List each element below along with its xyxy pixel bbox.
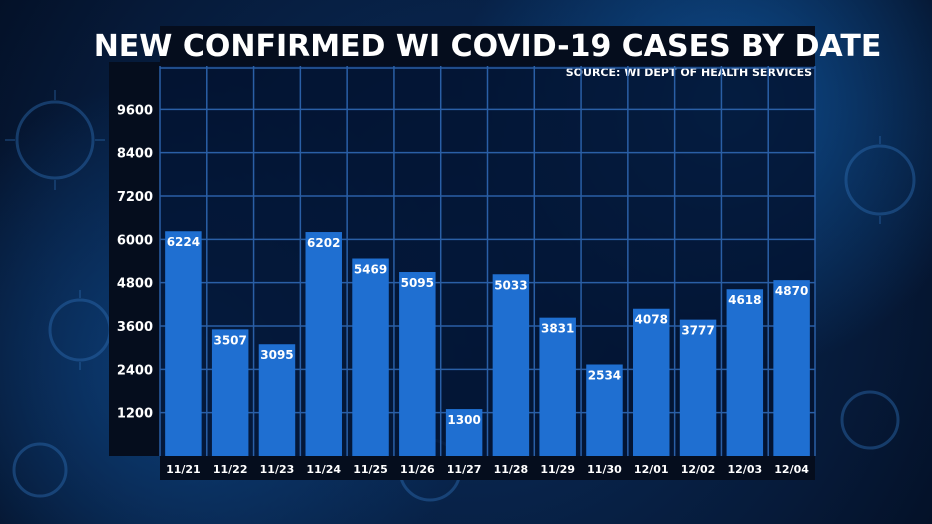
y-tick-label: 1200 <box>117 407 153 422</box>
x-tick-label: 11/21 <box>166 463 201 476</box>
bar <box>258 344 296 456</box>
bar <box>773 280 810 456</box>
x-tick-label: 11/28 <box>494 463 529 476</box>
y-tick-label: 8400 <box>117 147 153 162</box>
chart-title: NEW CONFIRMED WI COVID-19 CASES BY DATE <box>93 28 882 64</box>
x-tick-label: 11/27 <box>447 463 482 476</box>
x-tick-label: 12/04 <box>774 463 809 476</box>
bar-value-label: 3095 <box>260 348 293 362</box>
x-tick-label: 11/25 <box>353 463 388 476</box>
y-tick-label: 4800 <box>117 277 153 292</box>
bar <box>492 274 530 456</box>
x-tick-label: 11/23 <box>260 463 295 476</box>
bar-value-label: 6202 <box>307 236 340 250</box>
bar-value-label: 1300 <box>447 413 480 427</box>
bar-value-label: 5033 <box>494 278 527 292</box>
x-tick-label: 11/24 <box>306 463 341 476</box>
x-axis-panel <box>160 456 815 480</box>
y-tick-label: 9600 <box>117 103 153 118</box>
bar <box>445 409 483 456</box>
y-tick-label: 7200 <box>117 190 153 205</box>
bar-value-label: 6224 <box>167 235 200 249</box>
bar <box>586 364 623 456</box>
bar-value-label: 3507 <box>213 333 246 347</box>
y-tick-label: 3600 <box>117 320 153 335</box>
y-tick-label: 6000 <box>117 233 153 248</box>
bar <box>211 329 249 456</box>
x-tick-label: 11/22 <box>213 463 248 476</box>
bar <box>679 319 717 456</box>
bar <box>305 232 342 456</box>
x-tick-label: 12/01 <box>634 463 669 476</box>
title-box: NEW CONFIRMED WI COVID-19 CASES BY DATE <box>94 26 881 66</box>
x-tick-label: 11/26 <box>400 463 435 476</box>
bar-value-label: 5095 <box>401 276 434 290</box>
y-axis-panel <box>109 62 160 456</box>
bar-value-label: 4870 <box>775 284 808 298</box>
bar-value-label: 4618 <box>728 293 761 307</box>
x-tick-label: 12/03 <box>728 463 763 476</box>
bar-value-label: 3777 <box>681 324 714 338</box>
bar <box>165 231 202 456</box>
bar-value-label: 2534 <box>588 368 621 382</box>
x-tick-label: 12/02 <box>681 463 716 476</box>
bar <box>352 258 389 456</box>
bar-value-label: 3831 <box>541 322 574 336</box>
bar <box>726 289 764 456</box>
bar-value-label: 4078 <box>635 313 668 327</box>
x-tick-label: 11/29 <box>540 463 575 476</box>
x-tick-label: 11/30 <box>587 463 622 476</box>
bar <box>633 308 670 456</box>
bar <box>399 272 436 456</box>
bar <box>539 317 576 456</box>
bar-value-label: 5469 <box>354 263 387 277</box>
y-tick-label: 2400 <box>117 363 153 378</box>
